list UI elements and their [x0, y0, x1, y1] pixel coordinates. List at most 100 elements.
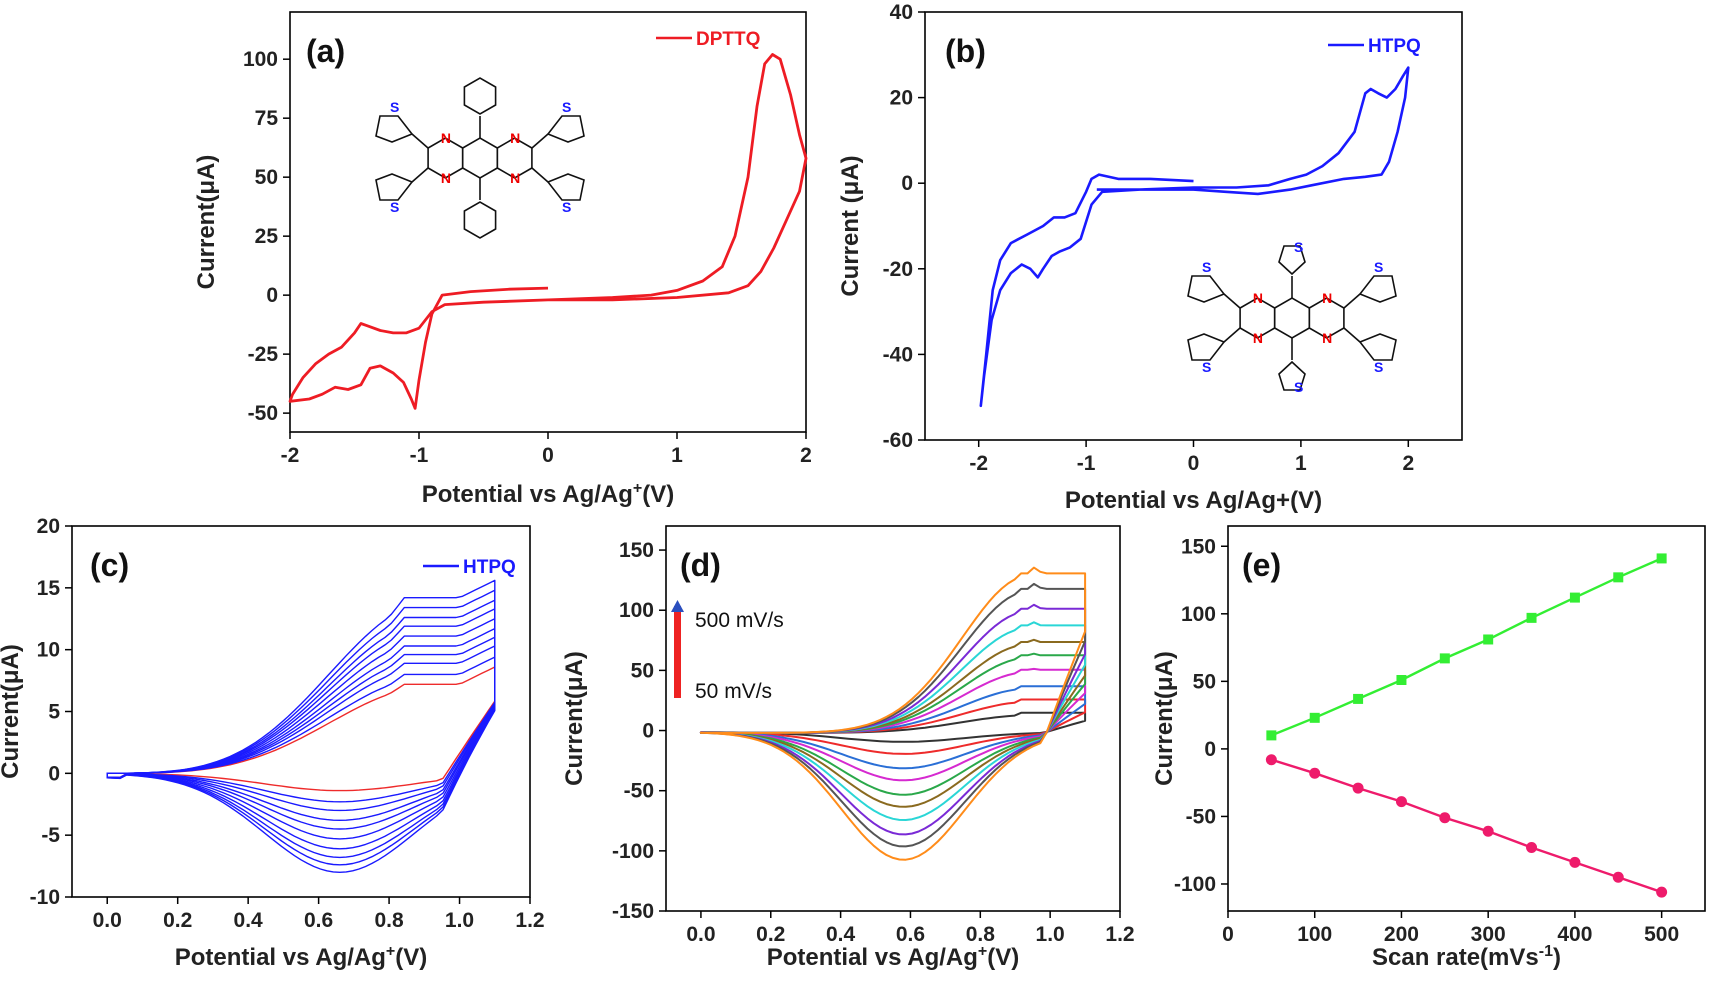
panel-label: (e) — [1242, 547, 1281, 583]
nitrogen-atom: N — [510, 170, 520, 186]
x-tick-label: 0.0 — [93, 909, 122, 932]
y-tick-label: 0 — [642, 720, 654, 743]
legend-label: HTPQ — [1368, 36, 1421, 57]
y-tick-label: 0 — [266, 284, 278, 307]
data-point-square — [1266, 730, 1277, 741]
data-point-circle — [1439, 812, 1451, 824]
x-tick-label: 0.4 — [234, 909, 264, 932]
y-tick-label: -60 — [883, 429, 913, 452]
y-tick-label: 15 — [37, 577, 61, 600]
data-point-square — [1483, 634, 1494, 645]
y-tick-label: -150 — [612, 900, 654, 923]
y-axis-label: Current (μA) — [837, 155, 864, 296]
y-tick-label: -5 — [41, 824, 60, 847]
x-tick-label: 0.2 — [163, 909, 192, 932]
x-tick-label: 0 — [1222, 923, 1234, 946]
nitrogen-atom: N — [1322, 330, 1332, 346]
y-tick-label: 75 — [255, 107, 279, 130]
data-point-square — [1439, 653, 1450, 664]
y-axis-label: Current(μA) — [561, 651, 588, 786]
scan-rate-arrow-shaft — [674, 606, 681, 698]
x-tick-label: 500 — [1644, 923, 1679, 946]
x-tick-label: -2 — [969, 452, 988, 475]
sulfur-atom: S — [1374, 259, 1383, 275]
cv-curve — [699, 652, 1087, 796]
panel-e: 0 100 200 300 400 500 -100 -50 0 50 100 150 Scan rat… — [1151, 525, 1706, 971]
x-tick-label: 400 — [1557, 923, 1592, 946]
plot-frame — [665, 525, 1121, 912]
y-tick-label: 100 — [619, 599, 654, 622]
x-axis-label-sup: + — [386, 943, 395, 960]
x-tick-label: 0.0 — [686, 923, 715, 946]
x-axis-label: Potential vs Ag/Ag+(V) — [767, 943, 1019, 971]
data-point-circle — [1656, 886, 1668, 898]
annotation-top: 500 mV/s — [695, 609, 784, 632]
x-tick-label: 300 — [1471, 923, 1506, 946]
y-tick-label: -50 — [624, 780, 654, 803]
y-tick-label: 5 — [48, 701, 60, 724]
plot-frame — [289, 11, 807, 433]
nitrogen-atom: N — [1253, 330, 1263, 346]
x-axis-label-sup: + — [633, 480, 642, 497]
data-point-circle — [1265, 754, 1277, 766]
x-axis-label-main: Potential vs Ag/Ag+(V) — [1065, 487, 1322, 514]
cv-curve — [288, 53, 808, 410]
legend-label: DPTTQ — [696, 29, 760, 50]
cv-curve — [699, 566, 1087, 861]
x-axis-label-main: Scan rate(mVs — [1372, 944, 1539, 971]
x-axis-label: Potential vs Ag/Ag+(V) — [1065, 487, 1322, 514]
nitrogen-atom: N — [441, 130, 451, 146]
sulfur-atom: S — [1294, 379, 1303, 395]
y-tick-label: 0 — [48, 762, 60, 785]
x-axis-label-sup: -1 — [1539, 943, 1553, 960]
panel-a: -2 -1 0 1 2 -50 -25 0 25 50 75 100 Potential vs Ag/A… — [193, 11, 812, 508]
sulfur-atom: S — [1202, 359, 1211, 375]
nitrogen-atom: N — [441, 170, 451, 186]
y-tick-label: 100 — [1181, 603, 1216, 626]
y-tick-label: 0 — [901, 172, 913, 195]
y-tick-label: 20 — [890, 87, 913, 110]
x-axis-label: Scan rate(mVs-1) — [1372, 943, 1561, 971]
y-tick-label: -100 — [1174, 873, 1216, 896]
y-axis-label: Current(μA) — [1151, 651, 1178, 786]
x-axis-label-suffix: (V) — [642, 481, 674, 508]
data-point-circle — [1309, 767, 1321, 779]
plot-frame — [924, 11, 1463, 441]
y-tick-label: 20 — [37, 515, 60, 538]
panel-label: (d) — [680, 547, 721, 583]
data-point-square — [1613, 572, 1624, 583]
annotation-bottom: 50 mV/s — [695, 680, 772, 703]
x-tick-label: -2 — [281, 444, 300, 467]
x-tick-label: 1.0 — [445, 909, 474, 932]
x-tick-label: 1.2 — [1105, 923, 1134, 946]
data-point-circle — [1482, 825, 1494, 837]
x-tick-label: 0.4 — [826, 923, 856, 946]
x-axis-label-main: Potential vs Ag/Ag — [767, 944, 978, 971]
data-point-square — [1309, 712, 1320, 723]
y-tick-label: 50 — [1193, 670, 1216, 693]
sulfur-atom: S — [1294, 239, 1303, 255]
x-axis-label: Potential vs Ag/Ag+(V) — [175, 943, 427, 971]
x-tick-label: 1 — [1295, 452, 1307, 475]
y-tick-label: -100 — [612, 840, 654, 863]
data-point-square — [1396, 675, 1407, 685]
x-tick-label: 0.8 — [374, 909, 404, 932]
x-axis-label-main: Potential vs Ag/Ag — [175, 944, 386, 971]
data-point-circle — [1612, 871, 1624, 883]
sulfur-atom: S — [390, 99, 399, 115]
panel-c: 0.0 0.2 0.4 0.6 0.8 1.0 1.2 -10 -5 0 5 10 15 20 Potent… — [0, 515, 545, 971]
cv-curve — [106, 627, 496, 830]
x-axis-label: Potential vs Ag/Ag+(V) — [422, 480, 674, 508]
x-tick-label: 0 — [542, 444, 554, 467]
x-tick-label: 2 — [800, 444, 812, 467]
nitrogen-atom: N — [1253, 290, 1263, 306]
trend-line — [1270, 557, 1663, 737]
trend-line — [1271, 758, 1662, 894]
y-tick-label: 10 — [37, 639, 60, 662]
sulfur-atom: S — [562, 99, 571, 115]
data-point-circle — [1395, 796, 1407, 808]
sulfur-atom: S — [1374, 359, 1383, 375]
x-tick-label: 1 — [671, 444, 683, 467]
y-tick-label: 150 — [619, 539, 654, 562]
y-tick-label: -25 — [248, 343, 279, 366]
